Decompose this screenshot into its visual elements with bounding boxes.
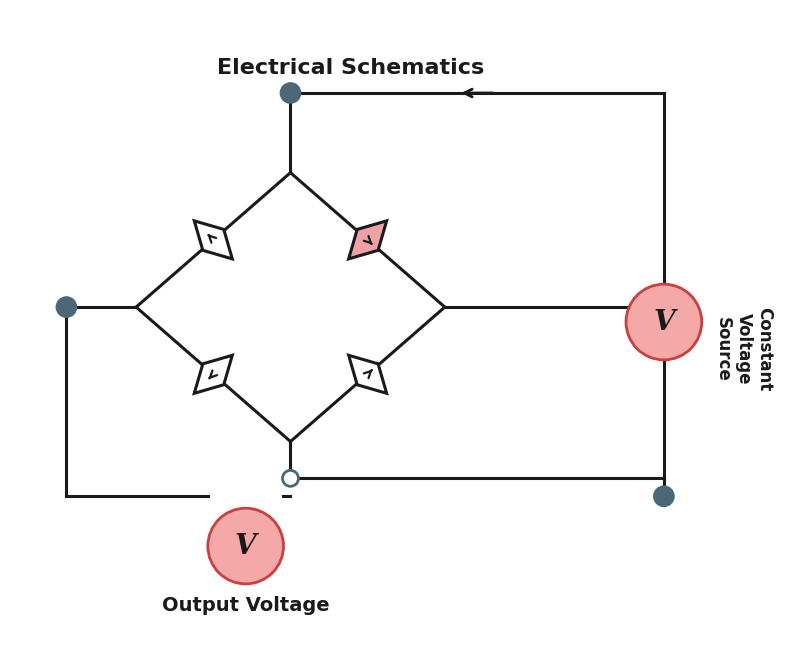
Polygon shape: [349, 355, 386, 393]
Polygon shape: [349, 221, 386, 259]
Circle shape: [281, 83, 300, 102]
Polygon shape: [194, 355, 232, 393]
Text: Electrical Schematics: Electrical Schematics: [217, 58, 484, 78]
Circle shape: [626, 284, 702, 360]
Text: V: V: [653, 308, 674, 336]
Text: V: V: [235, 533, 257, 559]
Polygon shape: [194, 221, 232, 259]
Text: Output Voltage: Output Voltage: [162, 596, 330, 615]
Text: Constant
Voltage
Source: Constant Voltage Source: [714, 307, 774, 391]
Circle shape: [208, 508, 283, 584]
Circle shape: [282, 470, 298, 486]
Circle shape: [654, 487, 674, 506]
Circle shape: [57, 297, 76, 316]
